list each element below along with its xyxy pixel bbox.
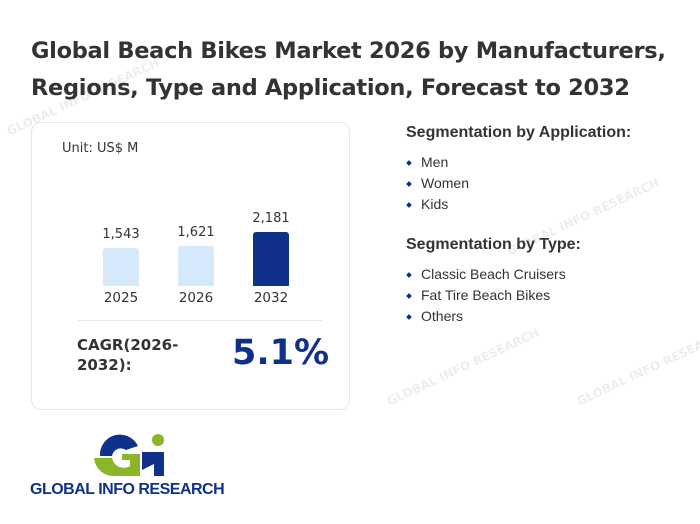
company-logo: GLOBAL INFO RESEARCH xyxy=(30,430,230,500)
divider xyxy=(78,320,322,321)
list-item: Women xyxy=(406,173,631,194)
logo-text: GLOBAL INFO RESEARCH xyxy=(30,481,225,498)
list-item: Others xyxy=(406,306,581,327)
segmentation-type: Segmentation by Type: Classic Beach Crui… xyxy=(406,236,581,327)
year-label: 2025 xyxy=(103,290,139,306)
segmentation-heading: Segmentation by Type: xyxy=(406,236,581,253)
bar-2032 xyxy=(253,232,289,286)
watermark: GLOBAL INFO RESEARCH xyxy=(574,325,700,409)
bar-2025 xyxy=(103,248,139,286)
year-label: 2026 xyxy=(178,290,214,306)
bar-value-label: 2,181 xyxy=(252,211,290,226)
market-size-card: Unit: US$ M 1,543 2025 1,621 2026 2,181 2032 … xyxy=(31,122,350,410)
bar-value-label: 1,621 xyxy=(177,225,215,241)
gi-logo-icon xyxy=(94,434,164,477)
segmentation-application: Segmentation by Application: Men Women K… xyxy=(406,124,631,215)
bar-2026 xyxy=(178,246,214,286)
year-label: 2032 xyxy=(253,290,289,306)
unit-label: Unit: US$ M xyxy=(62,141,139,156)
list-item: Fat Tire Beach Bikes xyxy=(406,285,581,306)
page-title: Global Beach Bikes Market 2026 by Manufa… xyxy=(31,38,666,101)
cagr-label: CAGR(2026-2032): xyxy=(77,335,187,375)
segmentation-heading: Segmentation by Application: xyxy=(406,124,632,141)
bar-chart: 1,543 2025 1,621 2026 2,181 2032 xyxy=(32,123,351,323)
list-item: Kids xyxy=(406,194,631,215)
list-item: Men xyxy=(406,152,631,173)
bar-value-label: 1,543 xyxy=(102,227,140,242)
list-item: Classic Beach Cruisers xyxy=(406,264,581,285)
cagr-value: 5.1% xyxy=(232,333,330,373)
watermark: GLOBAL INFO RESEARCH xyxy=(384,325,542,409)
cagr-label-text: CAGR(2026-2032): xyxy=(77,336,179,374)
